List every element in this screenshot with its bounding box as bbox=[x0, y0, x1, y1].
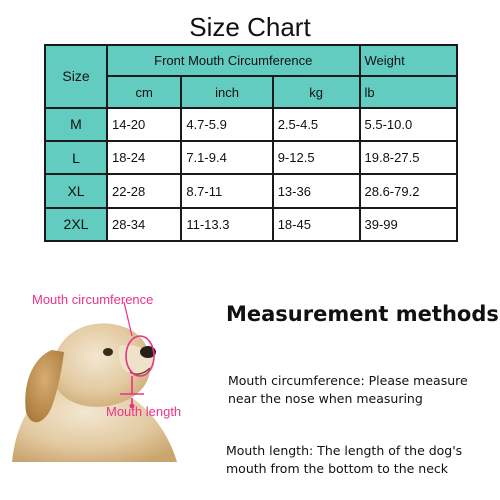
cell-lb: 28.6-79.2 bbox=[358, 173, 458, 209]
cell-kg: 13-36 bbox=[271, 173, 361, 209]
mouth-length-label: Mouth length bbox=[106, 404, 182, 419]
cell-kg: 9-12.5 bbox=[271, 140, 361, 176]
row-size: L bbox=[44, 140, 108, 176]
cell-inch: 11-13.3 bbox=[180, 206, 274, 243]
cell-inch: 4.7-5.9 bbox=[180, 106, 274, 143]
header-size: Size bbox=[44, 44, 108, 109]
header-weight: Weight bbox=[358, 43, 458, 78]
cell-cm: 22-28 bbox=[105, 173, 183, 209]
table-row: L 18-24 7.1-9.4 9-12.5 19.8-27.5 bbox=[44, 140, 458, 176]
table-row: 2XL 28-34 11-13.3 18-45 39-99 bbox=[44, 206, 458, 243]
table-subheader-row: cm inch kg lb bbox=[45, 75, 458, 109]
table-row: XL 22-28 8.7-11 13-36 28.6-79.2 bbox=[44, 173, 458, 209]
mouth-circumference-description: Mouth circumference: Please measure near… bbox=[228, 373, 468, 406]
mouth-length-description: Mouth length: The length of the dog's mo… bbox=[226, 443, 463, 476]
cell-inch: 7.1-9.4 bbox=[180, 140, 274, 176]
cell-cm: 14-20 bbox=[105, 106, 183, 143]
header-lb: lb bbox=[358, 75, 458, 109]
row-size: M bbox=[44, 106, 108, 143]
table-header-row: Size Front Mouth Circumference Weight bbox=[44, 43, 458, 109]
header-front-mouth-circumference: Front Mouth Circumference bbox=[106, 43, 361, 78]
cell-lb: 19.8-27.5 bbox=[358, 140, 458, 176]
cell-lb: 39-99 bbox=[358, 206, 458, 243]
mouth-circumference-label: Mouth circumference bbox=[32, 292, 154, 307]
dog-illustration bbox=[12, 302, 177, 462]
header-kg: kg bbox=[271, 75, 361, 109]
header-inch: inch bbox=[180, 75, 274, 109]
page-title: Size Chart bbox=[189, 12, 311, 42]
cell-inch: 8.7-11 bbox=[180, 173, 274, 209]
size-table: Size Front Mouth Circumference Weight cm… bbox=[44, 43, 458, 243]
cell-kg: 2.5-4.5 bbox=[271, 106, 361, 143]
row-size: 2XL bbox=[44, 206, 108, 243]
table-row: M 14-20 4.7-5.9 2.5-4.5 5.5-10.0 bbox=[44, 106, 458, 143]
measurement-methods-heading: Measurement methods bbox=[226, 302, 499, 326]
cell-cm: 28-34 bbox=[105, 206, 183, 243]
cell-lb: 5.5-10.0 bbox=[358, 106, 458, 143]
header-cm: cm bbox=[105, 75, 183, 109]
cell-cm: 18-24 bbox=[105, 140, 183, 176]
cell-kg: 18-45 bbox=[271, 206, 361, 243]
row-size: XL bbox=[44, 173, 108, 209]
